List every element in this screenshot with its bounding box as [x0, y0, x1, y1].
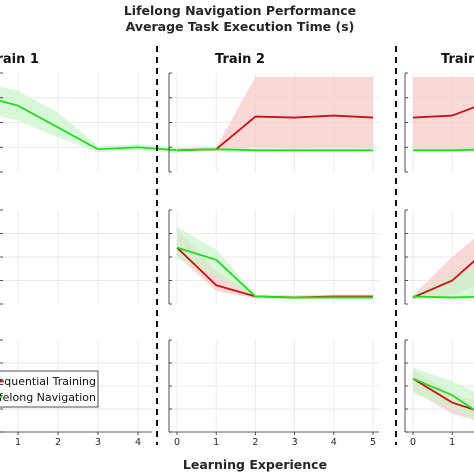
legend: Sequential Training Lifelong Navigation [0, 370, 99, 408]
lifelong-band [177, 226, 373, 300]
lifelong-line [176, 246, 373, 299]
x-tick-label: 4 [331, 437, 337, 448]
lifelong-line [413, 148, 474, 152]
experience-dividers [156, 46, 397, 445]
lifelong-line [176, 148, 373, 152]
lifelong-band [413, 367, 474, 419]
panel-title-train-2: Train 2 [215, 52, 265, 67]
x-tick-label: 4 [135, 437, 141, 448]
x-tick-label: 2 [252, 437, 258, 448]
legend-label-lifelong: Lifelong Navigation [0, 391, 96, 404]
lifelong-line [0, 99, 179, 152]
x-tick-label: 3 [292, 437, 298, 448]
sequential-band [177, 228, 373, 300]
x-tick-label: 1 [449, 437, 455, 448]
panel-r1-c1 [168, 209, 379, 305]
x-tick-label: 3 [95, 437, 101, 448]
figure-title-line-1: Lifelong Navigation Performance [124, 3, 356, 18]
panel-r2-c1: 0 1 2 3 4 5 [168, 339, 379, 448]
sequential-line [412, 377, 474, 411]
sequential-band [177, 76, 373, 153]
panel-r0-c2 [404, 72, 474, 173]
sequential-line [412, 259, 474, 299]
x-tick-label: 2 [55, 437, 61, 448]
x-tick-label: 5 [370, 437, 376, 448]
x-tick-label: 1 [213, 437, 219, 448]
lifelong-line [412, 377, 474, 411]
legend-label-sequential: Sequential Training [0, 375, 96, 388]
x-axis-label: Learning Experience [183, 457, 327, 472]
panel-title-train-3: Train 3 [441, 52, 474, 67]
panel-r0-c0 [0, 72, 179, 173]
x-tick-label: 0 [410, 437, 416, 448]
lifelong-line [412, 295, 474, 299]
x-tick-label: 0 [174, 437, 180, 448]
lifelong-band [0, 86, 178, 154]
legend-box [0, 370, 99, 408]
panel-r1-c0 [0, 209, 152, 305]
figure-title-line-2: Average Task Execution Time (s) [126, 19, 355, 34]
sequential-band [413, 76, 474, 151]
panel-r1-c2 [404, 209, 474, 305]
sequential-line [412, 106, 474, 119]
panel-r0-c1 [168, 72, 379, 173]
panel-title-train-1: Train 1 [0, 52, 39, 67]
x-tick-label: 1 [15, 437, 21, 448]
